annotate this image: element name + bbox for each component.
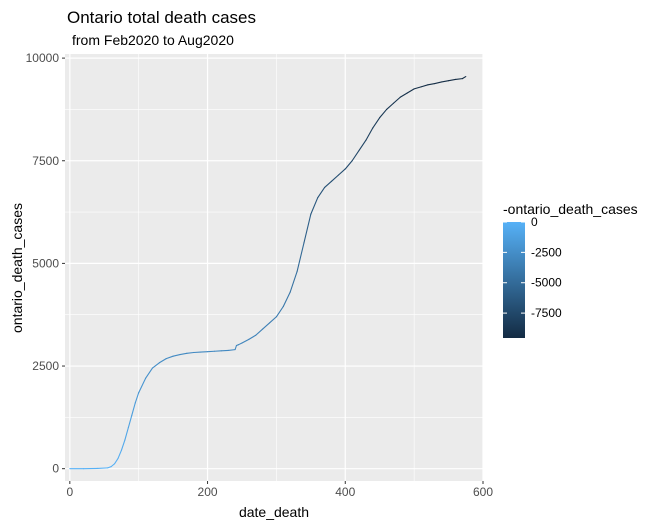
series-line-segment xyxy=(127,414,133,429)
series-line-segment xyxy=(275,305,284,318)
series-line-segment xyxy=(234,344,238,351)
x-tick-label: 0 xyxy=(66,485,73,499)
y-tick-label: 7500 xyxy=(32,154,59,168)
series-line-segment xyxy=(114,457,119,465)
x-axis: 0 200 400 600 xyxy=(66,481,493,499)
series-line-segment xyxy=(310,197,319,215)
series-line-segment xyxy=(427,83,436,86)
series-line-segment xyxy=(179,352,188,356)
series-line-segment xyxy=(413,86,422,90)
series-line-segment xyxy=(386,102,395,110)
series-line-segment xyxy=(434,81,443,85)
series-line-segment xyxy=(399,92,408,98)
x-tick-label: 600 xyxy=(473,485,493,499)
legend-colorbar xyxy=(503,222,525,338)
y-tick-label: 2500 xyxy=(32,359,59,373)
series-line-segment xyxy=(454,78,463,81)
series-line-segment xyxy=(120,439,126,451)
series-line-segment xyxy=(134,392,140,404)
series-line-segment xyxy=(248,334,257,340)
series-line-segment xyxy=(420,84,429,88)
series-line-segment xyxy=(344,160,353,170)
series-line-segment xyxy=(237,342,243,346)
series-line-segment xyxy=(158,358,167,364)
legend-tick-label: 0 xyxy=(531,215,538,229)
x-axis-title: date_death xyxy=(239,504,309,520)
x-tick-label: 200 xyxy=(198,485,218,499)
series-line-segment xyxy=(448,78,457,82)
series-line-segment xyxy=(337,168,346,176)
legend-ticks: 0 -2500 -5000 -7500 xyxy=(503,215,562,320)
series-line-segment xyxy=(365,127,374,141)
series-line-segment xyxy=(172,353,181,357)
series-line-segment xyxy=(262,322,271,330)
series-line-segment xyxy=(330,174,339,182)
series-line-segment xyxy=(461,76,467,80)
series-line-segment xyxy=(282,291,291,308)
x-tick-label: 400 xyxy=(335,485,355,499)
chart-subtitle: from Feb2020 to Aug2020 xyxy=(72,32,234,48)
series-line-segment xyxy=(131,402,136,416)
major-grid xyxy=(65,54,484,481)
series-line-segment xyxy=(303,213,312,244)
series-line-segment xyxy=(145,367,154,379)
legend-title: -ontario_death_cases xyxy=(503,201,638,217)
color-legend: -ontario_death_cases 0 -2500 -5000 -7500 xyxy=(503,201,638,338)
series-line-segment xyxy=(392,96,401,104)
series-line-segment xyxy=(227,349,236,351)
legend-tick-label: -5000 xyxy=(531,276,562,290)
legend-tick-label: -7500 xyxy=(531,306,562,320)
y-tick-label: 10000 xyxy=(26,51,60,65)
plot-panel xyxy=(65,54,483,481)
series-line-segment xyxy=(296,242,305,273)
series-line-segment xyxy=(372,117,381,129)
chart-title: Ontario total death cases xyxy=(67,8,256,27)
y-axis-title: ontario_death_cases xyxy=(9,203,25,333)
y-tick-label: 0 xyxy=(52,462,59,476)
minor-grid xyxy=(65,54,483,481)
series-line-segment xyxy=(441,80,450,83)
series-line-segment xyxy=(268,316,277,324)
series-line-segment xyxy=(124,427,129,441)
y-tick-label: 5000 xyxy=(32,256,59,270)
series-line-segment xyxy=(351,149,360,162)
series-line-segment xyxy=(138,377,147,394)
series-line-segment xyxy=(317,186,326,199)
series-line-segment xyxy=(406,88,415,94)
series-line-segment xyxy=(186,351,195,354)
series-line-segment xyxy=(289,271,298,293)
y-axis: 0 2500 5000 7500 10000 xyxy=(26,51,65,476)
series-line-segment xyxy=(96,467,109,470)
legend-tick-label: -2500 xyxy=(531,245,562,259)
series-line-segment xyxy=(117,449,123,459)
series-line-segment xyxy=(165,355,174,360)
series-line-segment xyxy=(358,139,367,152)
series-line-segment xyxy=(110,463,116,468)
series-line-segment xyxy=(324,180,333,188)
series-line-segment xyxy=(255,328,264,336)
series-line-segment xyxy=(241,338,250,344)
series-line-segment xyxy=(151,362,160,369)
series-line-segment xyxy=(107,466,112,469)
series-line-segment xyxy=(379,108,388,119)
series-layer xyxy=(69,76,467,470)
